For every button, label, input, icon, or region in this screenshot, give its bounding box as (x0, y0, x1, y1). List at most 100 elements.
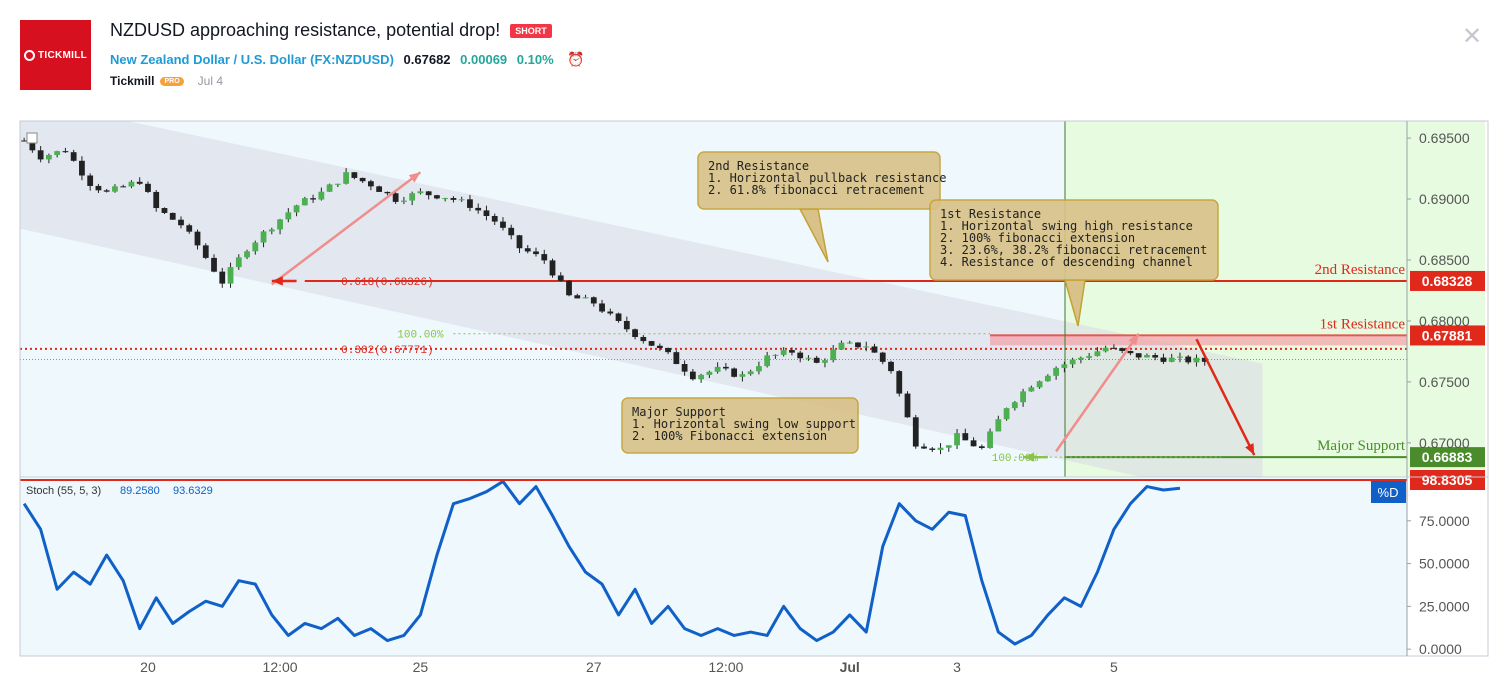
candle-body (103, 190, 110, 192)
candle-body (1028, 387, 1035, 392)
annotation-box (621, 397, 859, 454)
candle-body (871, 346, 878, 353)
annotation-line: 1. Horizontal swing low support (632, 417, 856, 431)
candle-body (112, 186, 118, 192)
series-tag (1371, 481, 1406, 503)
level-price-label: 0.66883 (1422, 449, 1473, 465)
candle-body (607, 311, 614, 314)
candle-body (268, 229, 275, 232)
candle-body (1061, 364, 1068, 368)
candle-body (161, 208, 168, 213)
close-icon[interactable]: ✕ (1462, 23, 1483, 50)
candle-body (797, 352, 804, 359)
candle-body (425, 191, 432, 196)
candle-body (648, 341, 655, 346)
candle-body (673, 352, 680, 365)
candle-body (879, 352, 886, 362)
annotation-title: 2nd Resistance (708, 159, 809, 173)
candle-body (582, 297, 589, 299)
symbol-name-link[interactable]: New Zealand Dollar / U.S. Dollar (FX:NZD… (110, 52, 394, 67)
candle-body (1053, 367, 1060, 376)
candle-body (211, 257, 217, 272)
fib-anchor-arrow-head (271, 276, 283, 286)
price-tick-label: 0.68000 (1419, 313, 1470, 329)
candle-body (1177, 356, 1183, 358)
candle-body (599, 303, 605, 312)
time-tick-label: Jul (840, 659, 860, 675)
candle-body (260, 231, 267, 243)
price-tick-label: 0.69000 (1419, 191, 1470, 207)
projected-drop-arrow-head (1245, 443, 1255, 456)
candle-body (500, 221, 506, 228)
candle-body (1069, 359, 1076, 365)
candle-body (62, 151, 69, 153)
level-name: 1st Resistance (1320, 316, 1406, 332)
candle-body (21, 140, 28, 142)
candle-body (978, 446, 985, 449)
candle-body (169, 212, 176, 220)
level-price-label: 0.67881 (1422, 327, 1473, 343)
candle-body (640, 336, 647, 342)
annotation-line: 2. 100% fibonacci extension (940, 231, 1135, 245)
candle-body (491, 215, 498, 222)
candle-body (590, 297, 597, 304)
candle-body (351, 172, 358, 178)
candle-body (1119, 348, 1126, 351)
candle-body (95, 185, 102, 191)
candle-body (450, 198, 457, 200)
candle-body (1193, 357, 1200, 363)
candle-body (1185, 356, 1192, 363)
candle-body (772, 354, 779, 356)
chart-border (19, 120, 1489, 657)
candle-body (1044, 375, 1051, 382)
brand-text: TICKMILL (37, 49, 88, 61)
candle-body (46, 154, 52, 160)
candle-body (136, 181, 143, 184)
symbol-name[interactable]: New Zealand Dollar / U.S. Dollar (110, 52, 307, 67)
support-anchor-arrow-head (1023, 452, 1035, 462)
candle-body (384, 191, 391, 194)
candle-body (516, 235, 523, 249)
candle-body (813, 357, 820, 363)
series-tag-label: %D (1378, 485, 1399, 500)
time-tick-label: 12:00 (263, 659, 298, 675)
symbol-code[interactable]: FX:NZDUSD (314, 52, 390, 67)
candle-body (698, 374, 705, 380)
candle-body (153, 191, 160, 209)
candle-body (285, 212, 292, 220)
candle-body (665, 348, 671, 353)
candle-body (896, 371, 903, 394)
author-name[interactable]: Tickmill (110, 74, 155, 88)
candle-body (764, 355, 771, 367)
candle-body (805, 357, 812, 359)
candle-body (838, 342, 845, 350)
stoch-value-label: 98.8305 (1422, 472, 1473, 488)
alarm-clock-icon[interactable]: ⏰ (567, 51, 585, 67)
candle-body (145, 183, 151, 192)
resistance-zone (990, 335, 1407, 346)
time-tick-label: 20 (140, 659, 156, 675)
candle-body (623, 320, 630, 330)
publish-date: Jul 4 (197, 74, 223, 88)
candle-body (87, 175, 94, 186)
candle-body (970, 440, 977, 447)
price-tick-label: 0.67000 (1419, 435, 1470, 451)
candle-body (1078, 357, 1084, 360)
candle-body (962, 433, 969, 441)
candle-body (714, 366, 721, 372)
candle-body (458, 199, 465, 201)
candle-body (417, 191, 424, 194)
candle-body (541, 254, 548, 261)
candle-body (376, 186, 383, 192)
candle-body (888, 361, 894, 372)
stoch-value-tag (1410, 470, 1485, 491)
upleg-arrow (271, 171, 422, 286)
candle-body (912, 417, 919, 447)
candle-body (789, 350, 795, 353)
candle-body (235, 257, 242, 268)
candle-body (1020, 391, 1026, 403)
candle-body (178, 219, 184, 226)
candle-body (549, 260, 556, 276)
candle-body (392, 193, 399, 202)
